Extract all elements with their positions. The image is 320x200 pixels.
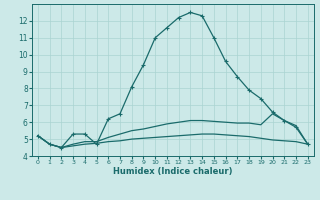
X-axis label: Humidex (Indice chaleur): Humidex (Indice chaleur) xyxy=(113,167,233,176)
